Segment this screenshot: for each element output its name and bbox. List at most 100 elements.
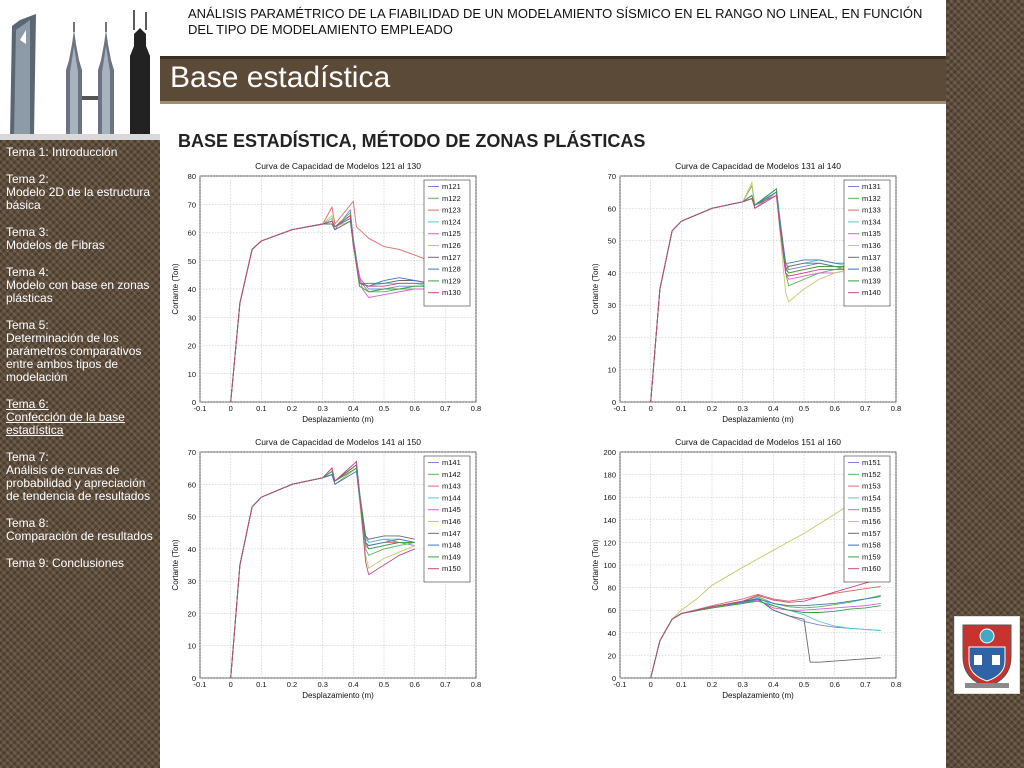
sidebar-item-tema-7[interactable]: Tema 7: Análisis de curvas de probabilida…	[6, 451, 154, 503]
chart-svg: Curva de Capacidad de Modelos 151 al 160…	[591, 437, 901, 700]
legend-label: m138	[862, 265, 881, 274]
legend-label: m141	[442, 458, 461, 467]
x-tick-label: 0.4	[768, 404, 778, 413]
page-title: Base estadística	[170, 61, 391, 94]
x-tick-label: 0.6	[409, 680, 419, 689]
x-tick-label: 0.3	[737, 404, 747, 413]
x-tick-label: 0	[649, 404, 653, 413]
legend-label: m147	[442, 529, 461, 538]
y-tick-label: 180	[603, 471, 616, 480]
legend-label: m144	[442, 493, 461, 502]
sidebar-item-tema-4[interactable]: Tema 4: Modelo con base en zonas plástica…	[6, 266, 154, 305]
x-tick-label: 0.2	[287, 404, 297, 413]
x-tick-label: 0.6	[829, 680, 839, 689]
sidebar-item-desc: Modelos de Fibras	[6, 238, 105, 252]
legend-label: m159	[862, 552, 881, 561]
x-tick-label: 0.6	[829, 404, 839, 413]
x-tick-label: 0.1	[256, 680, 266, 689]
x-tick-label: 0.2	[287, 680, 297, 689]
legend-box	[423, 455, 471, 583]
legend-label: m152	[862, 470, 881, 479]
y-tick-label: 50	[608, 237, 616, 246]
y-tick-label: 30	[188, 577, 196, 586]
x-tick-label: 0.1	[676, 404, 686, 413]
sidebar-item-title: Tema 9: Conclusiones	[6, 556, 125, 570]
legend-label: m129	[442, 276, 461, 285]
legend-label: m127	[442, 253, 461, 262]
y-tick-label: 100	[603, 561, 616, 570]
series-line-m150	[230, 460, 415, 679]
x-tick-label: 0.3	[317, 404, 327, 413]
x-tick-label: 0.8	[891, 680, 901, 689]
x-tick-label: 0.4	[768, 680, 778, 689]
sidebar-item-title: Tema 4:	[6, 265, 49, 279]
sidebar-item-tema-3[interactable]: Tema 3: Modelos de Fibras	[6, 226, 154, 252]
legend-label: m155	[862, 505, 881, 514]
legend-label: m153	[862, 482, 881, 491]
x-tick-label: -0.1	[194, 680, 207, 689]
legend-label: m125	[442, 229, 461, 238]
legend-label: m150	[442, 564, 461, 573]
series-line-m160	[650, 578, 881, 679]
sidebar-item-tema-8[interactable]: Tema 8: Comparación de resultados	[6, 517, 154, 543]
x-tick-label: 0.5	[379, 680, 389, 689]
y-tick-label: 10	[188, 370, 196, 379]
legend-label: m128	[442, 265, 461, 274]
x-tick-label: 0.5	[799, 680, 809, 689]
sidebar-item-tema-1[interactable]: Tema 1: Introducción	[6, 146, 154, 159]
x-tick-label: 0.7	[860, 404, 870, 413]
chart-capacidad-131-140: Curva de Capacidad de Modelos 131 al 140…	[588, 158, 918, 430]
x-tick-label: 0.8	[891, 404, 901, 413]
legend-label: m135	[862, 229, 881, 238]
y-tick-label: 60	[608, 606, 616, 615]
y-tick-label: 80	[608, 584, 616, 593]
y-tick-label: 50	[188, 513, 196, 522]
chart-title: Curva de Capacidad de Modelos 151 al 160	[675, 437, 841, 447]
topics-nav: Tema 1: Introducción Tema 2: Modelo 2D de …	[6, 146, 154, 570]
y-tick-label: 60	[188, 229, 196, 238]
y-tick-label: 30	[608, 301, 616, 310]
sidebar-item-desc: Confección de la base estadística	[6, 410, 125, 437]
sidebar-item-tema-6[interactable]: Tema 6: Confección de la base estadística	[6, 398, 154, 437]
sidebar-item-title: Tema 8:	[6, 516, 49, 530]
towers-illustration	[0, 0, 160, 140]
sidebar-item-tema-2[interactable]: Tema 2: Modelo 2D de la estructura básica	[6, 173, 154, 212]
y-tick-label: 0	[612, 674, 616, 683]
legend-label: m156	[862, 517, 881, 526]
legend-label: m140	[862, 288, 881, 297]
legend-box	[843, 455, 891, 583]
sidebar-item-tema-9[interactable]: Tema 9: Conclusiones	[6, 557, 154, 570]
x-tick-label: 0.5	[799, 404, 809, 413]
y-tick-label: 30	[188, 313, 196, 322]
x-tick-label: 0.4	[348, 680, 358, 689]
sidebar-item-title: Tema 5:	[6, 318, 49, 332]
legend-box	[843, 179, 891, 307]
legend-label: m158	[862, 541, 881, 550]
x-tick-label: 0.6	[409, 404, 419, 413]
title-bar: Base estadística	[160, 56, 946, 104]
x-tick-label: -0.1	[614, 680, 627, 689]
legend-label: m146	[442, 517, 461, 526]
x-tick-label: -0.1	[194, 404, 207, 413]
x-tick-label: 0.1	[256, 404, 266, 413]
y-tick-label: 10	[188, 642, 196, 651]
chart-svg: Curva de Capacidad de Modelos 121 al 130…	[171, 161, 481, 424]
legend-label: m139	[862, 276, 881, 285]
legend-label: m126	[442, 241, 461, 250]
y-tick-label: 120	[603, 538, 616, 547]
legend-label: m154	[862, 493, 881, 502]
sidebar-item-desc: Análisis de curvas de probabilidad y apr…	[6, 463, 151, 503]
chart-svg: Curva de Capacidad de Modelos 141 al 150…	[171, 437, 481, 700]
y-tick-label: 70	[188, 200, 196, 209]
x-tick-label: 0.1	[676, 680, 686, 689]
sidebar-item-title: Tema 6:	[6, 397, 49, 411]
y-tick-label: 60	[608, 204, 616, 213]
legend-label: m133	[862, 206, 881, 215]
sidebar-item-tema-5[interactable]: Tema 5: Determinación de los parámetros c…	[6, 319, 154, 384]
legend-label: m142	[442, 470, 461, 479]
x-axis-label: Desplazamiento (m)	[302, 415, 374, 424]
y-tick-label: 50	[188, 257, 196, 266]
x-axis-label: Desplazamiento (m)	[302, 691, 374, 700]
y-axis-label: Cortante (Ton)	[171, 539, 180, 590]
legend-label: m136	[862, 241, 881, 250]
